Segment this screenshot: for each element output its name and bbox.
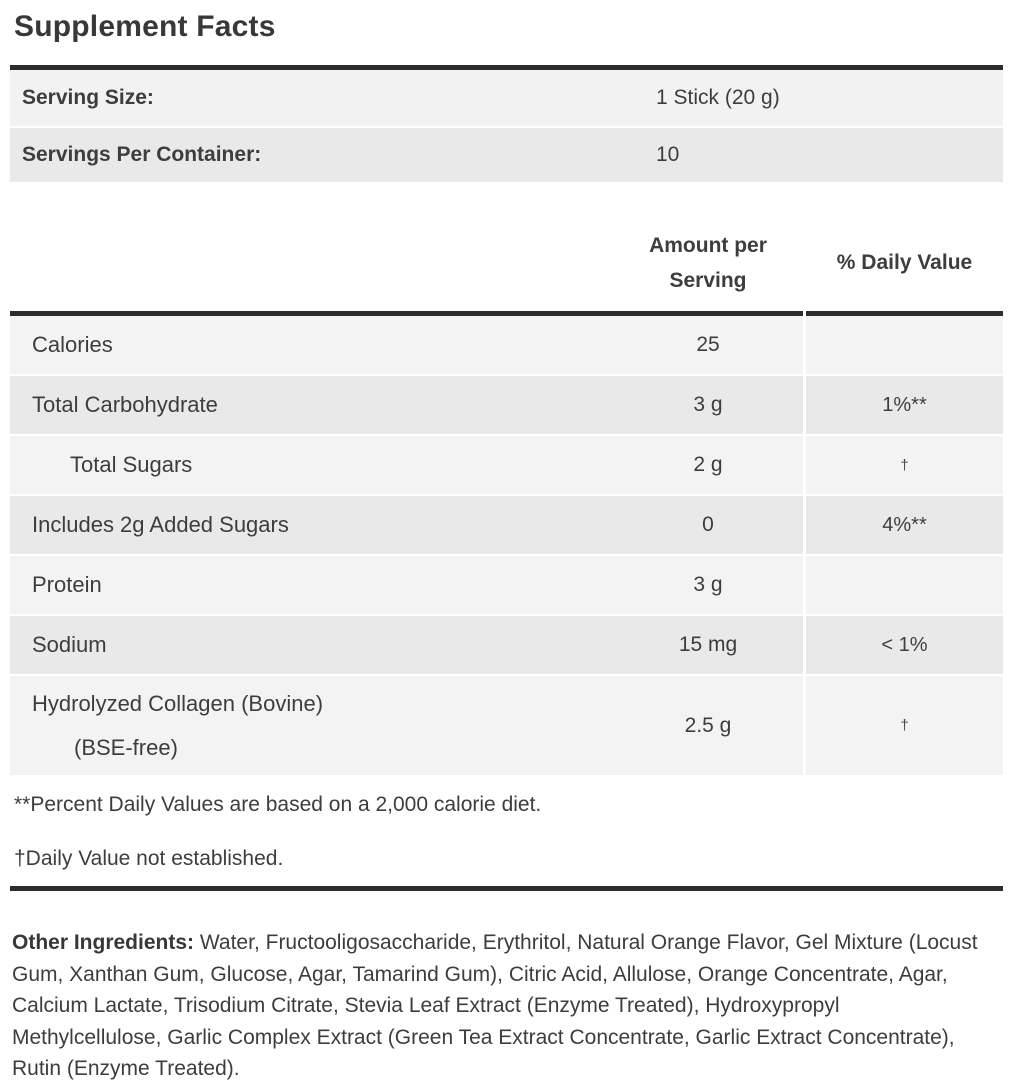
table-row: Hydrolyzed Collagen (Bovine) (BSE-free) 2… <box>10 676 1003 777</box>
table-row: Calories 25 <box>10 316 1003 376</box>
serving-value: 1 Stick (20 g) <box>656 86 780 109</box>
cell-divider <box>803 556 806 614</box>
nutrient-amount: 2.5 g <box>684 713 732 737</box>
cell-divider <box>803 616 806 674</box>
nutrient-name: Protein <box>32 572 102 597</box>
nutrient-main-cell: Includes 2g Added Sugars 0 <box>10 496 803 554</box>
nutrient-amount: 3 g <box>693 393 723 416</box>
nutrient-name: Total Sugars <box>70 452 193 477</box>
nutrition-table: Calories 25 Total Carbohydrate 3 g 1%** … <box>10 311 1003 777</box>
other-ingredients-text: Water, Fructooligosaccharide, Erythritol… <box>12 931 978 1080</box>
table-row: Sodium 15 mg < 1% <box>10 616 1003 676</box>
table-row: Total Carbohydrate 3 g 1%** <box>10 376 1003 436</box>
nutrient-name: Total Carbohydrate <box>32 392 218 417</box>
cell-divider <box>803 316 806 374</box>
nutrient-amount: 25 <box>696 333 720 356</box>
table-row: Total Sugars 2 g † <box>10 436 1003 496</box>
nutrient-daily-value: 4%** <box>806 496 1003 554</box>
nutrient-name: Sodium <box>32 632 107 657</box>
serving-row: Serving Size: 1 Stick (20 g) <box>10 70 1003 126</box>
nutrient-name: Includes 2g Added Sugars <box>32 512 289 537</box>
nutrient-name: Calories <box>32 332 113 357</box>
thick-divider-bottom <box>10 886 1003 891</box>
nutrient-main-cell: Protein 3 g <box>10 556 803 614</box>
nutrient-name: Hydrolyzed Collagen (Bovine) (BSE-free) <box>10 691 613 761</box>
divider-segment-left <box>10 311 803 316</box>
nutrient-daily-value: 1%** <box>806 376 1003 434</box>
nutrient-daily-value: † <box>806 436 1003 494</box>
nutrient-amount: 3 g <box>693 573 723 596</box>
nutrient-main-cell: Total Sugars 2 g <box>10 436 803 494</box>
serving-info-table: Serving Size: 1 Stick (20 g) Servings Pe… <box>10 65 1003 182</box>
page-title: Supplement Facts <box>14 10 276 43</box>
serving-value: 10 <box>656 143 680 166</box>
daily-value-header: % Daily Value <box>836 251 973 274</box>
divider-segment-right <box>806 311 1003 316</box>
nutrient-daily-value: † <box>806 676 1003 775</box>
cell-divider <box>803 496 806 554</box>
nutrient-amount: 15 mg <box>678 633 738 656</box>
nutrient-main-cell: Calories 25 <box>10 316 803 374</box>
cell-divider <box>803 436 806 494</box>
nutrient-name-line2: (BSE-free) <box>74 734 178 760</box>
cell-divider <box>803 676 806 775</box>
table-row: Protein 3 g <box>10 556 1003 616</box>
nutrient-amount: 2 g <box>693 453 723 476</box>
serving-label: Servings Per Container: <box>22 143 262 166</box>
nutrient-main-cell: Total Carbohydrate 3 g <box>10 376 803 434</box>
serving-label: Serving Size: <box>22 86 154 109</box>
footnote-daily-values: **Percent Daily Values are based on a 2,… <box>14 793 542 816</box>
thick-divider-table-top <box>10 311 1003 316</box>
divider-gap <box>803 311 806 316</box>
cell-divider <box>803 376 806 434</box>
other-ingredients-label: Other Ingredients: <box>12 931 195 954</box>
nutrient-daily-value <box>806 316 1003 374</box>
nutrient-main-cell: Hydrolyzed Collagen (Bovine) (BSE-free) 2… <box>10 676 803 775</box>
table-row: Includes 2g Added Sugars 0 4%** <box>10 496 1003 556</box>
amount-per-serving-header: Amount per Serving <box>649 234 767 292</box>
footnote-dagger: †Daily Value not established. <box>14 847 284 870</box>
serving-row: Servings Per Container: 10 <box>10 126 1003 182</box>
column-headers: Amount per Serving % Daily Value <box>10 228 1003 298</box>
nutrient-amount: 0 <box>702 513 714 536</box>
other-ingredients: Other Ingredients: Water, Fructooligosac… <box>12 927 985 1085</box>
nutrient-main-cell: Sodium 15 mg <box>10 616 803 674</box>
nutrient-daily-value: < 1% <box>806 616 1003 674</box>
nutrient-daily-value <box>806 556 1003 614</box>
